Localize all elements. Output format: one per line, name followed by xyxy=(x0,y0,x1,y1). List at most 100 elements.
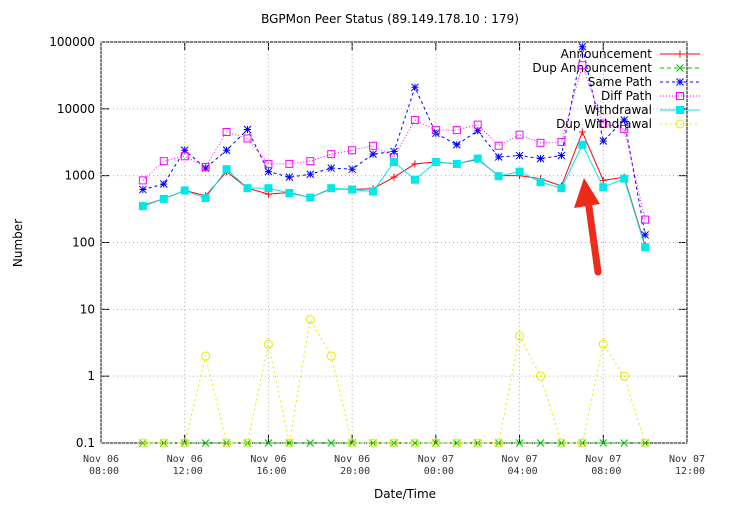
x-tick-label: Nov 06 12:00 xyxy=(167,454,203,477)
point xyxy=(536,439,545,447)
point xyxy=(285,159,294,168)
point xyxy=(578,140,587,149)
point xyxy=(201,194,210,203)
y-tick-label: 1000 xyxy=(64,169,95,183)
point xyxy=(411,439,419,447)
point xyxy=(159,438,169,448)
point xyxy=(348,165,356,174)
legend-label: Dup Withdrawal xyxy=(556,117,652,131)
point xyxy=(180,152,189,161)
series xyxy=(138,315,650,448)
point xyxy=(201,162,210,171)
point xyxy=(494,172,503,181)
point xyxy=(599,119,608,128)
y-tick-label: 100 xyxy=(72,236,95,250)
point xyxy=(431,126,440,135)
arrow-head xyxy=(574,178,600,208)
point xyxy=(452,438,462,448)
point xyxy=(515,439,524,447)
point xyxy=(432,439,440,447)
point xyxy=(327,439,336,447)
point xyxy=(676,106,684,114)
point xyxy=(640,438,650,448)
point xyxy=(515,151,524,160)
point xyxy=(411,160,419,168)
point xyxy=(264,439,273,447)
point xyxy=(389,438,399,448)
point xyxy=(536,178,545,187)
point xyxy=(243,184,252,193)
series-line xyxy=(142,318,646,444)
point xyxy=(473,120,482,129)
point xyxy=(390,173,398,181)
point xyxy=(368,438,378,448)
point xyxy=(263,339,273,349)
point xyxy=(494,438,504,448)
point xyxy=(452,126,461,135)
point xyxy=(410,116,419,125)
y-tick-label: 1 xyxy=(87,369,95,383)
point xyxy=(431,158,440,167)
point xyxy=(641,231,649,239)
point xyxy=(578,128,586,136)
point xyxy=(676,92,684,100)
point xyxy=(369,187,378,196)
point xyxy=(243,134,252,143)
point xyxy=(515,167,524,176)
point xyxy=(599,183,608,192)
chart-title: BGPMon Peer Status (89.149.178.10 : 179) xyxy=(261,12,519,26)
point xyxy=(599,439,608,447)
point xyxy=(599,176,607,184)
x-tick-label: Nov 07 00:00 xyxy=(418,454,454,477)
x-axis-label: Date/Time xyxy=(374,487,436,501)
point xyxy=(305,315,315,325)
point xyxy=(452,159,461,168)
point xyxy=(620,439,629,447)
series xyxy=(138,61,650,224)
x-tick-label: Nov 07 08:00 xyxy=(585,454,621,477)
point xyxy=(390,147,398,156)
point xyxy=(222,128,231,137)
point xyxy=(369,141,378,150)
point xyxy=(180,438,190,448)
y-tick-label: 100000 xyxy=(49,35,95,49)
point xyxy=(641,215,650,224)
point xyxy=(264,167,273,176)
y-axis-label: Number xyxy=(11,219,25,267)
point xyxy=(557,137,566,146)
point xyxy=(201,439,210,447)
point xyxy=(473,154,482,163)
y-tick-label: 10 xyxy=(80,302,95,316)
point xyxy=(180,186,189,195)
point xyxy=(410,438,420,448)
point xyxy=(285,173,294,182)
point xyxy=(641,243,650,252)
point xyxy=(348,185,357,194)
point xyxy=(452,140,461,149)
point xyxy=(347,438,357,448)
point xyxy=(620,116,629,124)
point xyxy=(285,189,294,198)
legend-label: Diff Path xyxy=(601,89,652,103)
point xyxy=(619,371,629,381)
point xyxy=(515,130,524,139)
point xyxy=(222,146,231,155)
x-tick-label: Nov 06 16:00 xyxy=(250,454,286,477)
point xyxy=(180,146,189,155)
point xyxy=(676,50,684,58)
point xyxy=(138,202,147,211)
point xyxy=(243,438,252,448)
point xyxy=(473,438,483,448)
point xyxy=(515,331,525,341)
point xyxy=(599,137,608,145)
point xyxy=(431,438,441,448)
point xyxy=(284,438,294,448)
point xyxy=(494,153,503,161)
point xyxy=(138,438,148,448)
point xyxy=(201,351,211,361)
point xyxy=(139,439,147,447)
legend-label: Announcement xyxy=(561,47,653,61)
series xyxy=(139,42,649,239)
point xyxy=(306,193,315,202)
